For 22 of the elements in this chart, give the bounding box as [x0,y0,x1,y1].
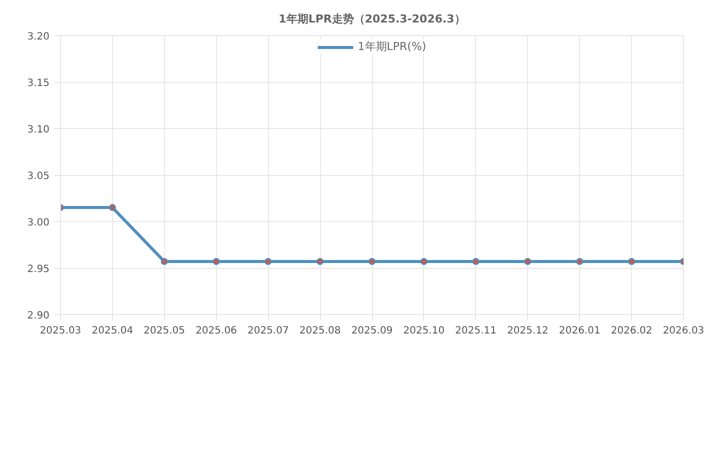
y-tick-label: 2.95 [27,264,50,275]
x-tick-label: 2025.11 [455,326,497,336]
x-tick-label: 2025.10 [403,326,445,336]
x-tick-label: 2025.03 [40,326,82,336]
x-tick-label: 2025.09 [351,326,393,336]
y-tick-label: 3.05 [27,171,50,182]
x-tick-label: 2025.07 [247,326,289,336]
x-tick-label: 2026.02 [610,326,652,336]
x-tick-label: 2026.03 [662,326,704,336]
x-tick-label: 2026.01 [558,326,600,336]
x-tick-label: 2025.12 [507,326,548,336]
x-tick-label: 2025.08 [299,326,341,336]
y-tick-label: 3.10 [27,124,50,136]
legend-label: 1年期LPR(%) [358,39,426,54]
y-tick-label: 2.90 [27,310,50,322]
x-tick-label: 2025.05 [144,326,186,336]
y-tick-label: 3.00 [27,218,50,228]
y-tick-label: 3.20 [27,32,50,42]
x-tick-label: 2025.04 [92,326,134,336]
x-tick-label: 2025.06 [196,326,237,336]
chart-title: 1年期LPR走势（2025.3-2026.3） [278,12,466,26]
y-tick-label: 3.15 [27,78,50,89]
